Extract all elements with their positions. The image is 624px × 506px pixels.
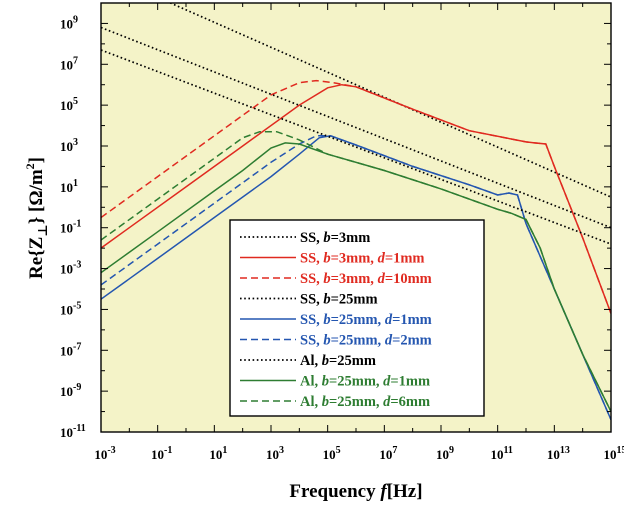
legend-label-8: Al, b=25mm, d=1mm <box>300 374 430 390</box>
x-tick-label: 1011 <box>490 445 512 462</box>
legend-label-5: SS, b=25mm, d=1mm <box>300 312 432 328</box>
series-line-1 <box>168 3 611 198</box>
y-tick-label: 105 <box>60 96 78 113</box>
y-tick-label: 10-9 <box>60 382 81 399</box>
legend-box <box>229 219 485 417</box>
x-tick-label: 107 <box>379 445 397 462</box>
legend-label-6: SS, b=25mm, d=2mm <box>300 333 432 349</box>
x-tick-label: 10-1 <box>151 445 172 462</box>
y-tick-label: 10-3 <box>60 260 81 277</box>
legend-label-7: Al, b=25mm <box>300 353 376 369</box>
series-line-7 <box>101 49 611 245</box>
x-tick-label: 109 <box>436 445 454 462</box>
legend-label-9: Al, b=25mm, d=6mm <box>300 394 430 410</box>
y-tick-label: 101 <box>60 178 78 195</box>
legend: SS, b=3mm SS, b=3mm, d=1mm SS, b=3mm, d=10… <box>229 219 485 417</box>
legend-label-3: SS, b=3mm, d=10mm <box>300 271 432 287</box>
x-tick-label: 10-3 <box>94 445 115 462</box>
legend-label-4: SS, b=25mm <box>300 292 378 308</box>
x-axis-title: Frequency f[Hz] <box>289 481 422 502</box>
plot-frame <box>100 2 612 433</box>
x-tick-label: 1015 <box>604 445 624 462</box>
series-line-4 <box>101 26 611 229</box>
series-line-9 <box>101 130 611 412</box>
legend-entries: SS, b=3mm SS, b=3mm, d=1mm SS, b=3mm, d=10… <box>240 230 432 410</box>
legend-label-1: SS, b=3mm <box>300 230 370 246</box>
legend-label-2: SS, b=3mm, d=1mm <box>300 251 424 267</box>
series-line-3 <box>101 79 611 314</box>
x-tick-label: 105 <box>323 445 341 462</box>
y-tick-label: 103 <box>60 137 78 154</box>
y-tick-label: 10-5 <box>60 300 81 317</box>
y-tick-label: 10-11 <box>60 423 86 440</box>
y-tick-label: 10-7 <box>60 341 81 358</box>
x-tick-label: 101 <box>209 445 227 462</box>
y-tick-label: 109 <box>60 14 78 31</box>
y-tick-label: 10-1 <box>60 219 81 236</box>
y-tick-label: 107 <box>60 55 78 72</box>
x-tick-label: 103 <box>266 445 284 462</box>
y-tick-labels: 109 107 105 103 101 10-1 10-3 10-5 10-7 10-9 10-11 <box>60 14 86 440</box>
series-layer <box>101 3 611 420</box>
x-tick-label: 1013 <box>547 445 570 462</box>
y-axis-title: Re{Z⊥} [Ω/m2] <box>23 157 50 279</box>
x-tick-labels: 10-3 10-1 101 103 105 107 109 1011 1013 1015 <box>94 445 624 462</box>
series-line-6 <box>101 135 611 420</box>
